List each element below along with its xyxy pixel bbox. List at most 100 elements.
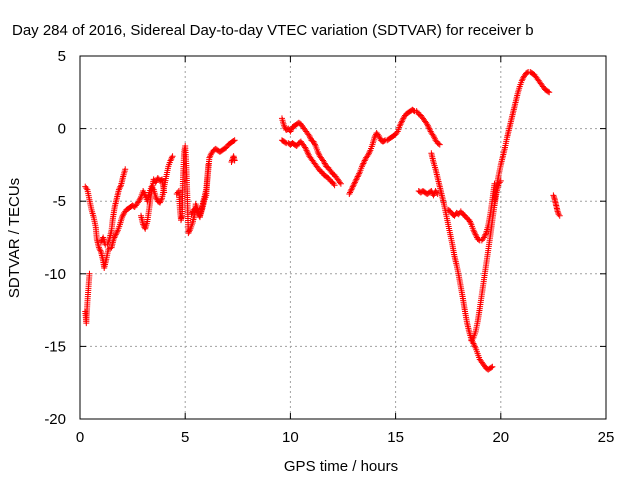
y-tick-label: 5 xyxy=(58,48,66,65)
data-point xyxy=(330,180,337,187)
data-point xyxy=(489,363,496,370)
data-point xyxy=(119,212,126,219)
x-tick-label: 25 xyxy=(598,429,615,446)
data-point xyxy=(86,270,93,277)
data-point xyxy=(360,160,367,167)
data-point xyxy=(466,217,473,224)
data-point xyxy=(136,196,143,203)
data-point xyxy=(366,148,373,155)
data-point xyxy=(307,134,314,141)
data-point xyxy=(336,179,343,186)
data-point xyxy=(352,177,359,184)
data-point xyxy=(361,157,368,164)
data-point xyxy=(488,364,495,371)
data-point xyxy=(137,195,144,202)
data-point xyxy=(314,148,321,155)
data-point xyxy=(228,158,235,165)
data-point xyxy=(425,124,432,131)
data-point xyxy=(192,205,199,212)
data-point xyxy=(287,128,294,135)
data-point xyxy=(348,186,355,193)
data-point xyxy=(349,183,356,190)
data-point xyxy=(321,158,328,165)
data-point xyxy=(393,129,400,136)
data-point xyxy=(157,198,164,205)
data-point xyxy=(304,150,311,157)
data-point xyxy=(353,176,360,183)
data-point xyxy=(168,154,175,161)
y-tick-label: -15 xyxy=(44,338,66,355)
data-point xyxy=(168,156,175,163)
data-point xyxy=(473,233,480,240)
data-point xyxy=(356,170,363,177)
data-point xyxy=(475,236,482,243)
data-point xyxy=(471,341,478,348)
data-point xyxy=(98,238,105,245)
data-point xyxy=(550,192,557,199)
y-tick-label: 0 xyxy=(58,121,66,138)
data-point xyxy=(122,166,129,173)
data-point xyxy=(424,121,431,128)
data-point xyxy=(426,125,433,132)
data-point xyxy=(96,246,103,253)
data-point xyxy=(472,231,479,238)
y-axis-label: SDTVAR / TECUs xyxy=(6,178,23,298)
data-point xyxy=(375,132,382,139)
plot-frame xyxy=(79,55,607,420)
data-point xyxy=(471,343,478,350)
data-point xyxy=(365,150,372,157)
chart-title: Day 284 of 2016, Sidereal Day-to-day VTE… xyxy=(12,22,534,39)
data-point xyxy=(397,121,404,128)
data-point xyxy=(140,221,147,228)
data-point xyxy=(113,230,120,237)
data-point xyxy=(231,137,238,144)
data-point xyxy=(186,227,193,234)
data-point xyxy=(482,231,489,238)
data-point xyxy=(207,153,214,160)
data-point xyxy=(311,140,318,147)
data-point xyxy=(116,185,123,192)
x-axis-label: GPS time / hours xyxy=(284,458,398,475)
data-point xyxy=(376,134,383,141)
data-point xyxy=(550,193,557,200)
data-point xyxy=(555,211,562,218)
data-point xyxy=(358,163,365,170)
data-point xyxy=(471,230,478,237)
data-point xyxy=(351,180,358,187)
data-point xyxy=(467,219,474,226)
data-point xyxy=(470,227,477,234)
data-point xyxy=(399,116,406,123)
data-point xyxy=(169,153,176,160)
data-point xyxy=(433,189,440,196)
grid xyxy=(80,56,606,419)
data-point xyxy=(350,182,357,189)
data-point xyxy=(355,172,362,179)
data-point xyxy=(186,228,193,235)
data-point xyxy=(281,122,288,129)
x-tick-label: 0 xyxy=(76,429,84,446)
data-point xyxy=(337,180,344,187)
data-point xyxy=(205,161,212,168)
x-tick-label: 20 xyxy=(492,429,509,446)
data-point xyxy=(347,188,354,195)
data-point xyxy=(302,144,309,151)
data-point xyxy=(430,132,437,139)
y-tick-label: -5 xyxy=(53,193,66,210)
data-point xyxy=(466,218,473,225)
data-point xyxy=(321,160,328,167)
data-point xyxy=(140,188,147,195)
data-point xyxy=(303,147,310,154)
data-point xyxy=(152,179,159,186)
data-point xyxy=(431,134,438,141)
x-tick-label: 10 xyxy=(282,429,299,446)
data-point xyxy=(554,208,561,215)
data-point xyxy=(112,233,119,240)
data-point xyxy=(436,141,443,148)
data-point xyxy=(153,195,160,202)
data-point xyxy=(480,234,487,241)
data-point xyxy=(471,228,478,235)
data-point xyxy=(546,89,553,96)
data-point xyxy=(398,119,405,126)
data-point xyxy=(206,154,213,161)
x-tick-label: 15 xyxy=(387,429,404,446)
